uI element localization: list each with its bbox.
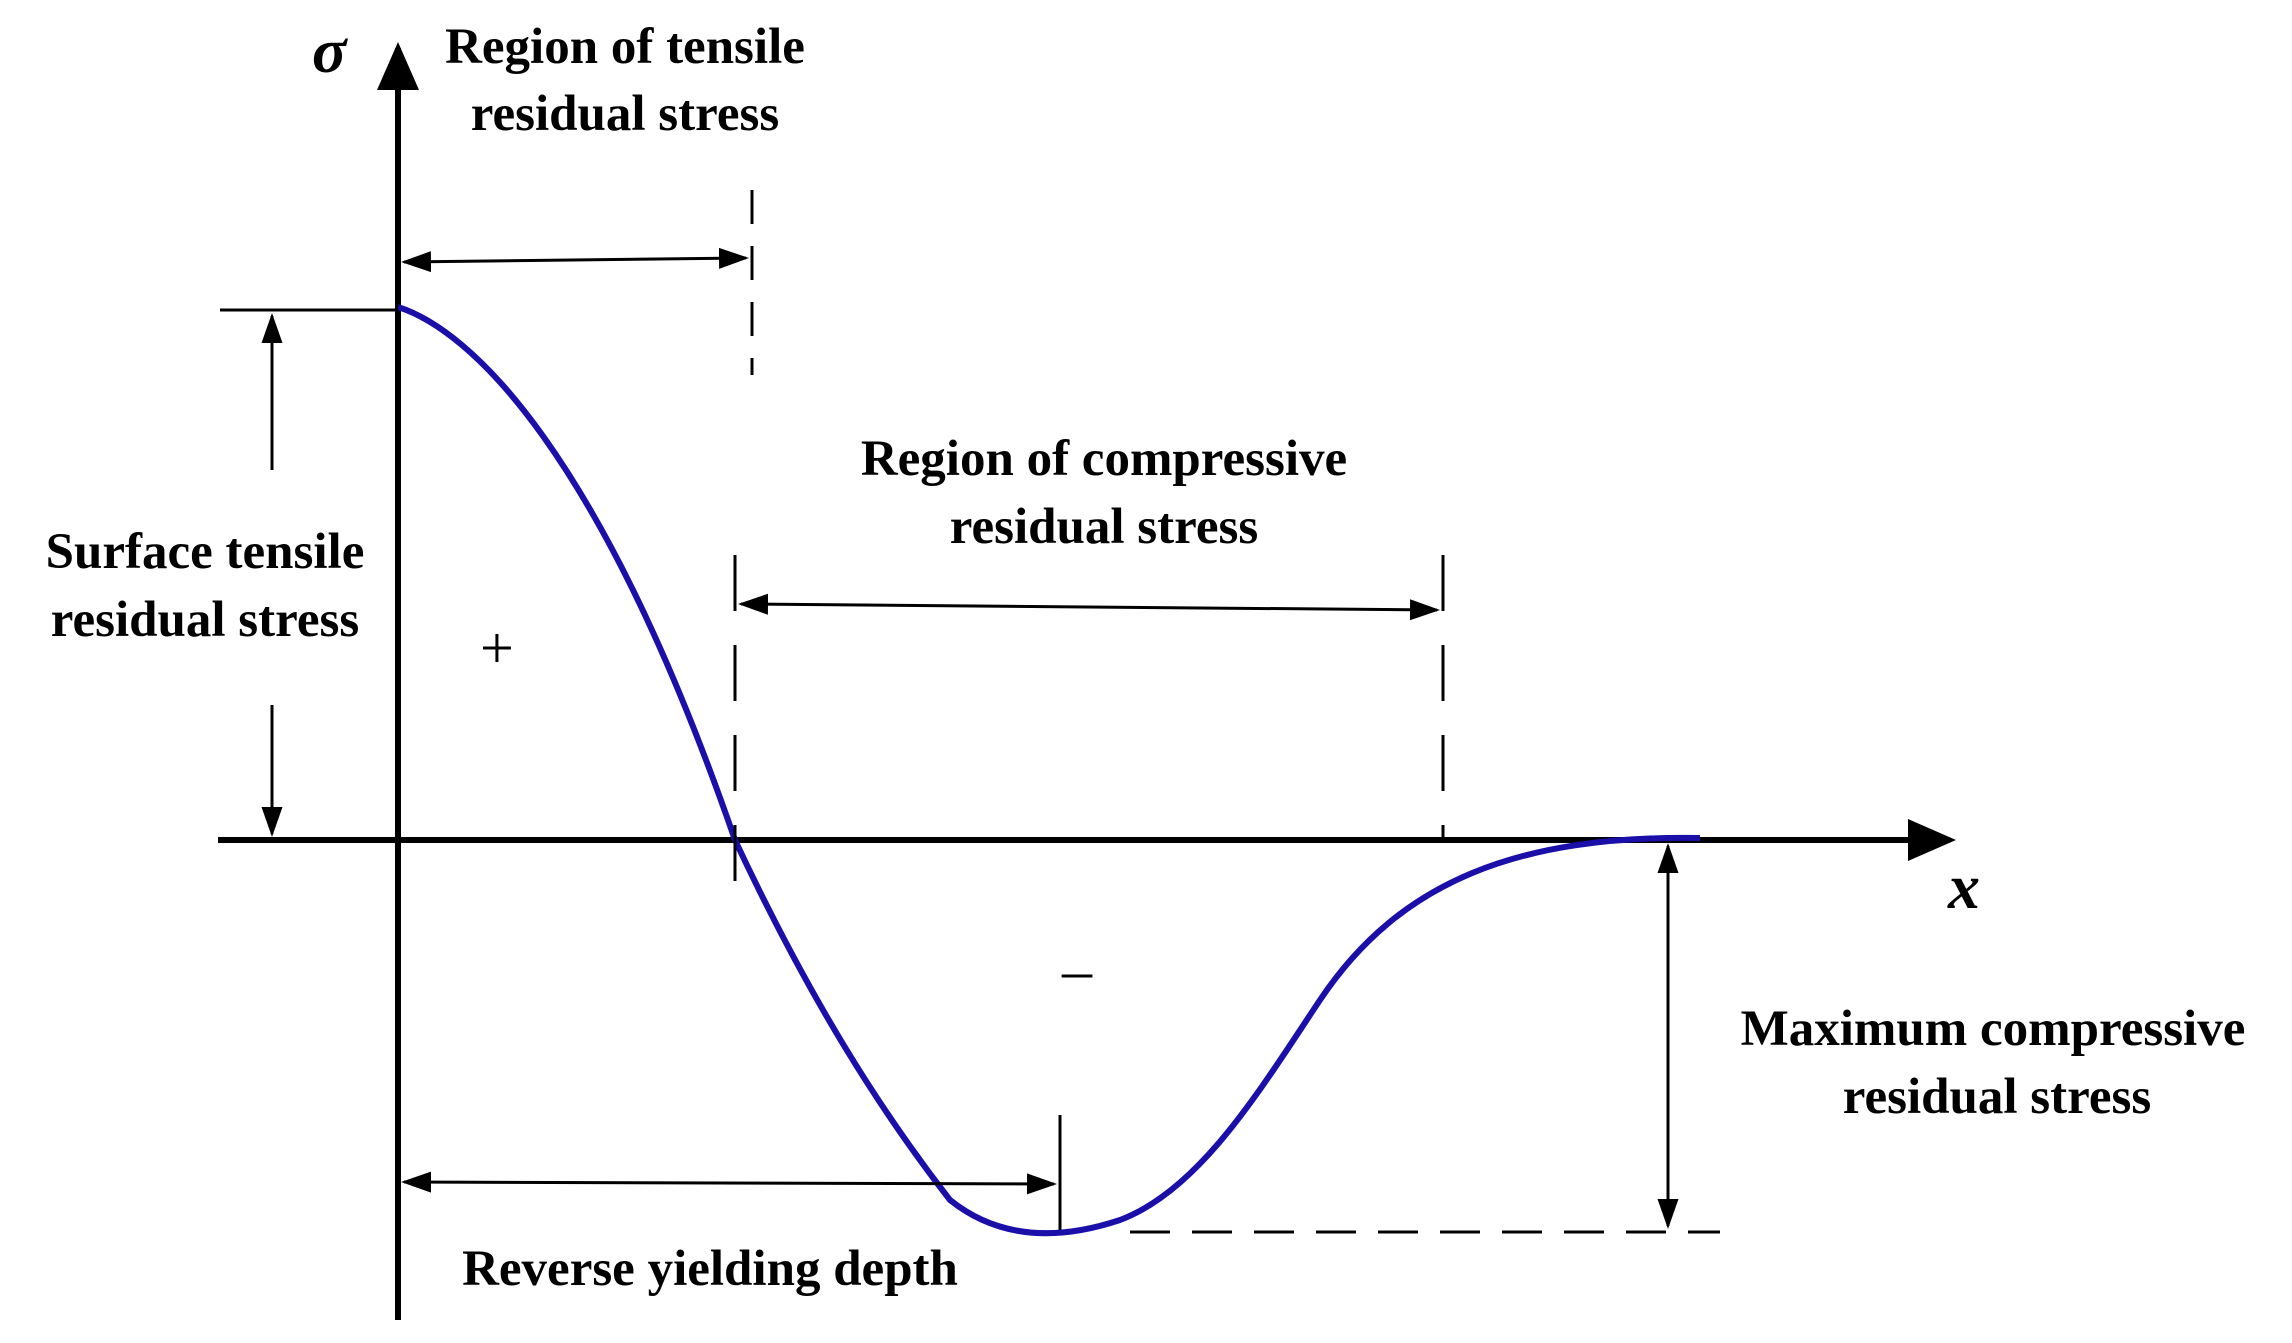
- reverse-yielding-arrow: [401, 1171, 1057, 1195]
- negative-sign: –: [1061, 937, 1093, 1003]
- tensile-region-label-line1: Region of tensile: [445, 19, 805, 75]
- compressive-region-arrow: [738, 593, 1440, 621]
- tensile-region-arrow: [401, 247, 749, 273]
- reverse-yielding-label: Reverse yielding depth: [462, 1241, 958, 1297]
- x-axis-symbol: x: [1947, 851, 1980, 922]
- positive-sign: +: [480, 615, 514, 681]
- compressive-region-label-line1: Region of compressive: [861, 431, 1347, 487]
- max-compressive-label-line1: Maximum compressive: [1741, 1001, 2246, 1057]
- surface-tensile-label-line1: Surface tensile: [46, 524, 365, 580]
- max-compressive-label-line2: residual stress: [1843, 1069, 2151, 1125]
- y-axis-symbol: σ: [312, 15, 348, 86]
- residual-stress-curve: [397, 304, 1701, 1237]
- compressive-region-label-line2: residual stress: [950, 499, 1258, 555]
- tensile-region-label-line2: residual stress: [471, 86, 779, 142]
- surface-tensile-label-line2: residual stress: [51, 592, 359, 648]
